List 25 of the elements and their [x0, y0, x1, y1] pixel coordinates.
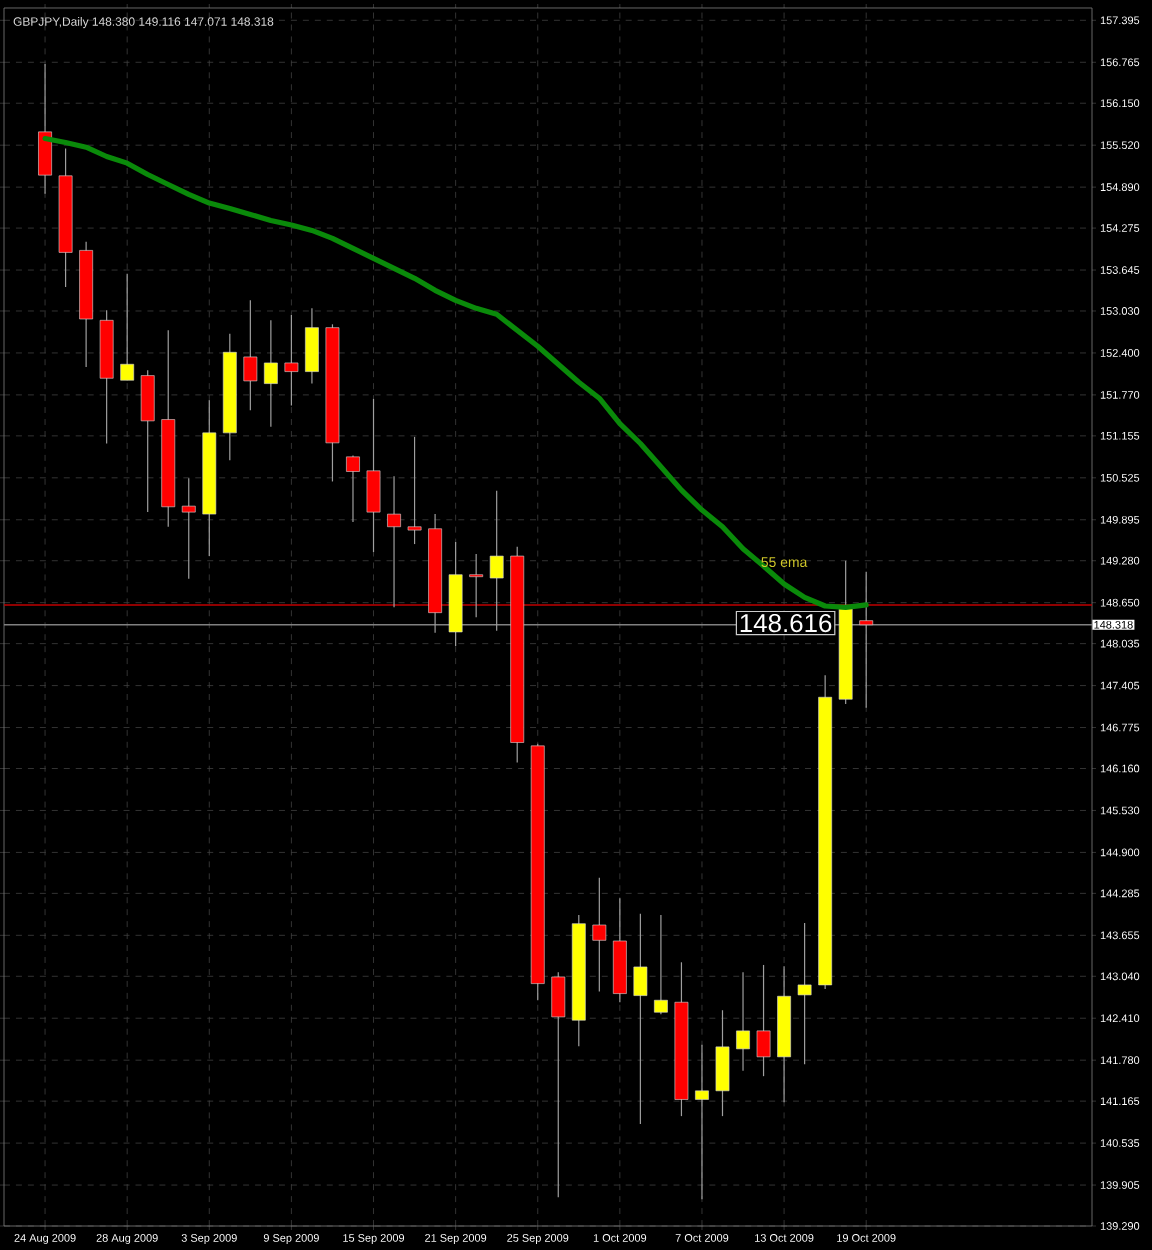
candlestick: [633, 913, 648, 1125]
candlestick: [859, 571, 874, 709]
annotation: 148.616: [740, 613, 832, 633]
candlestick: [469, 553, 484, 618]
candlestick: [797, 922, 812, 1065]
candlestick: [489, 490, 504, 632]
candlestick: [551, 971, 566, 1198]
candlestick: [654, 914, 668, 1015]
candlestick: [756, 964, 771, 1077]
candlestick: [592, 877, 607, 993]
candlestick: [387, 475, 401, 608]
candlestick: [407, 436, 422, 545]
candlestick: [346, 454, 360, 523]
candlestick: [140, 369, 155, 513]
candlestick: [181, 477, 196, 580]
candlestick: [736, 971, 750, 1072]
candlestick: [715, 1009, 730, 1117]
candlestick: [243, 299, 258, 411]
candlestick: [366, 398, 381, 553]
candlestick: [284, 314, 299, 407]
candlestick: [264, 319, 278, 428]
candlestick: [695, 1044, 709, 1200]
candlestick: [120, 273, 135, 381]
candlestick: [305, 307, 319, 385]
candlestick: [38, 63, 52, 195]
